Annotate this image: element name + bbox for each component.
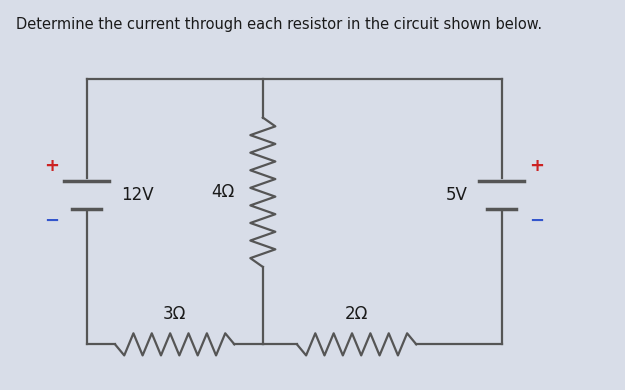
Text: −: − bbox=[529, 212, 544, 230]
Text: +: + bbox=[529, 157, 544, 175]
Text: +: + bbox=[44, 157, 59, 175]
Text: 3Ω: 3Ω bbox=[163, 305, 186, 323]
Text: 4Ω: 4Ω bbox=[211, 183, 234, 201]
Text: 5V: 5V bbox=[446, 186, 468, 204]
Text: 12V: 12V bbox=[121, 186, 153, 204]
Text: 2Ω: 2Ω bbox=[345, 305, 368, 323]
Text: Determine the current through each resistor in the circuit shown below.: Determine the current through each resis… bbox=[16, 17, 542, 32]
Text: −: − bbox=[44, 212, 59, 230]
